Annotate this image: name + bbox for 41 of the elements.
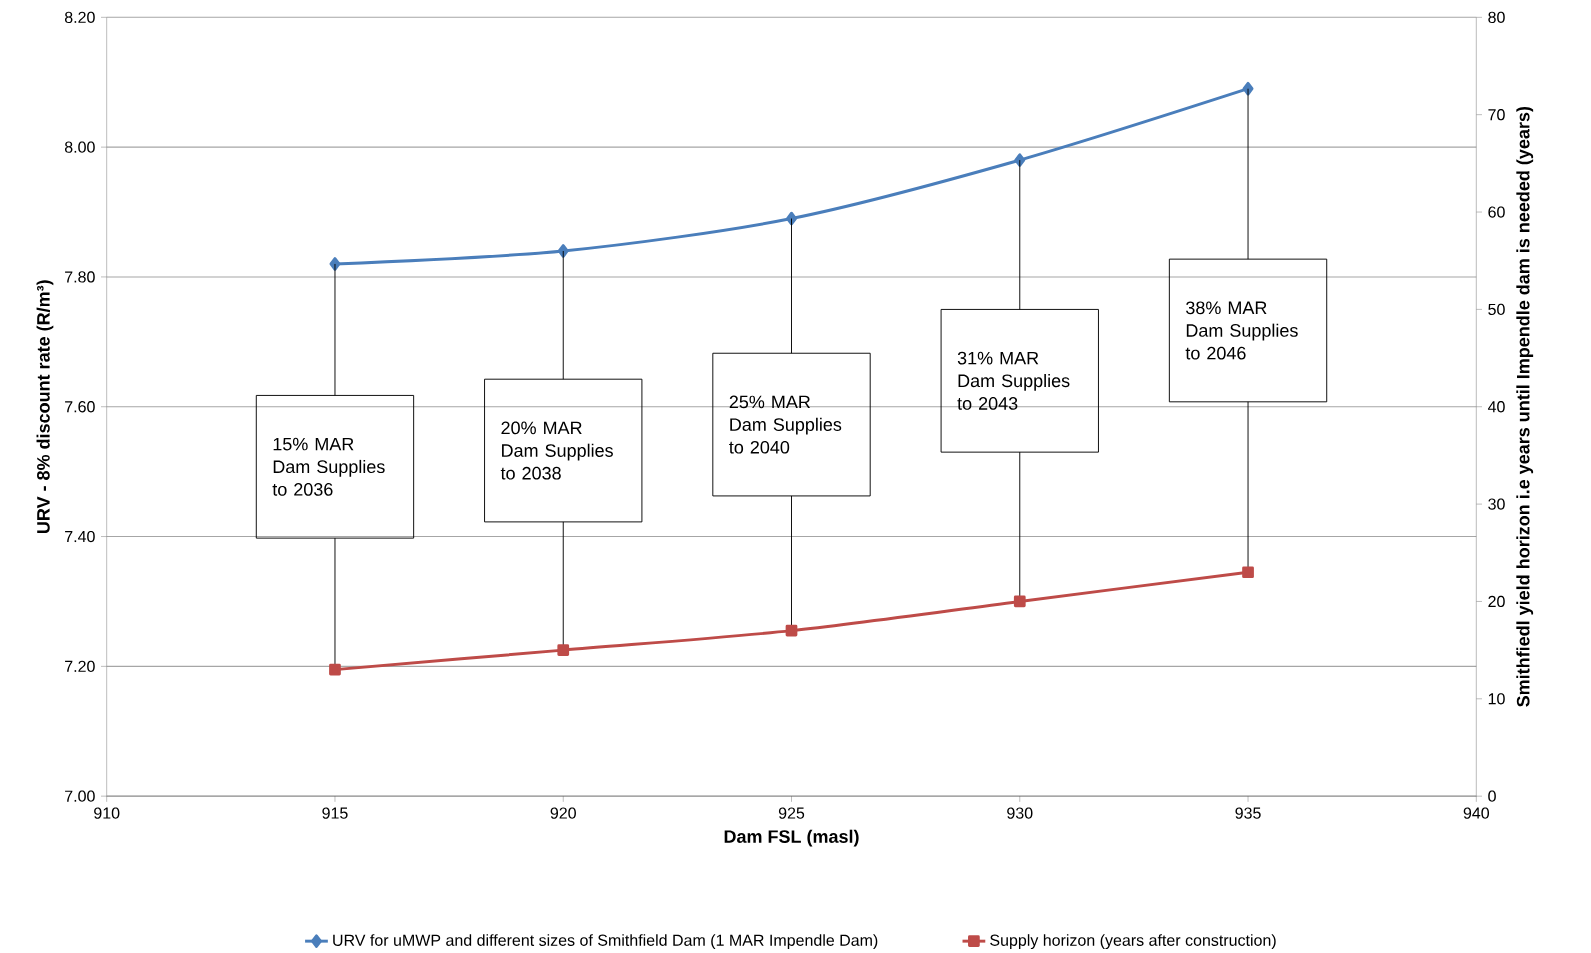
y2-tick-label: 40 (1487, 400, 1505, 413)
point (785, 624, 798, 637)
point (329, 663, 341, 676)
x-tick-label: 930 (1007, 807, 1033, 819)
x-tick-label: 940 (1463, 807, 1490, 819)
y2-tick-label: 10 (1488, 692, 1505, 705)
y-tick-label: 8.00 (64, 141, 95, 153)
y2-tick-label: 20 (1488, 595, 1505, 607)
y2-tick-label: 30 (1488, 498, 1505, 510)
y-tick-label: 7.40 (65, 530, 95, 542)
y2-tick-label: 0 (1488, 790, 1496, 802)
annotation: 15% MAR Dam Supplies to 2036 (272, 437, 385, 496)
annotation: 38% MAR Dam Supplies to 2046 (1185, 301, 1298, 360)
y-tick-label: 7.80 (65, 271, 95, 283)
annotation: 25% MAR Dam Supplies to 2040 (729, 395, 842, 454)
y2-axis-title: Smithfiedl yield horizon i.e years until Impendle dam is needed (years) (1516, 106, 1534, 707)
legend-label: URV for uMWP and different sizes of Smithfield Dam (1 MAR Impendle Dam) (333, 933, 878, 949)
y2-tick-label: 50 (1488, 303, 1505, 315)
point (557, 243, 569, 258)
point (786, 211, 797, 226)
x-tick-label: 920 (550, 807, 576, 819)
annotation: 31% MAR Dam Supplies to 2043 (957, 351, 1070, 410)
y-tick-label: 7.60 (65, 400, 95, 413)
y-axis-title: URV - 8% discount rate (R/m³) (36, 280, 54, 533)
y2-tick-label: 60 (1488, 206, 1505, 218)
legend-label: Supply horizon (years after construction) (990, 933, 1276, 949)
point (1014, 153, 1026, 167)
y2-tick-label: 80 (1488, 11, 1505, 23)
point (557, 644, 570, 656)
x-tick-label: 935 (1235, 807, 1261, 819)
y-tick-label: 7.00 (65, 790, 95, 802)
annotation: 20% MAR Dam Supplies to 2038 (500, 421, 613, 480)
y-tick-label: 8.20 (64, 11, 95, 23)
x-axis-title: Dam FSL (masl) (724, 829, 859, 847)
x-tick-label: 915 (322, 807, 348, 819)
y-tick-label: 7.20 (65, 660, 95, 672)
y2-tick-label: 70 (1488, 108, 1505, 121)
point (1013, 595, 1026, 608)
x-tick-label: 925 (778, 807, 805, 819)
point (1242, 566, 1254, 578)
x-tick-label: 910 (94, 807, 120, 819)
